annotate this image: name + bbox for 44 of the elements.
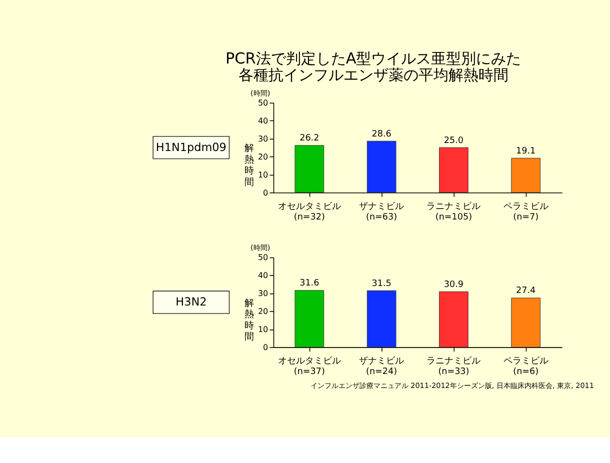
y-tick-label: 20: [258, 307, 268, 316]
x-tick-label: ラニナミビル (n=33): [426, 356, 481, 378]
y-tick-label: 10: [258, 170, 268, 180]
y-tick-label: 30: [258, 289, 268, 298]
bar: [366, 290, 396, 348]
y-tick-label: 20: [258, 152, 268, 162]
bar: [511, 298, 541, 348]
x-tick-label: ザナミビル (n=24): [359, 356, 404, 378]
bar: [511, 158, 541, 193]
text: H1N1pdm09: [156, 140, 226, 154]
data-label: 19.1: [516, 146, 536, 156]
text: (時間): [250, 243, 270, 252]
y-tick-label: 40: [258, 116, 268, 126]
y-tick-label: 50: [258, 253, 268, 262]
data-label: 26.2: [300, 134, 320, 144]
data-label: 30.9: [444, 280, 464, 290]
x-tick-label: オセルタミビル (n=32): [278, 200, 341, 222]
y-tick-label: 30: [258, 134, 268, 144]
data-label: 25.0: [444, 136, 464, 146]
text: (時間): [250, 88, 270, 98]
chart-title: PCR法で判定したA型ウイルス亜型別にみた各種抗インフルエンザ薬の平均解熱時間: [225, 49, 522, 84]
x-tick-label: ペラミビル (n=7): [503, 200, 548, 222]
y-tick-label: 0: [263, 188, 268, 198]
y-axis-title: 解熱時間: [244, 143, 255, 188]
y-tick-label: 50: [258, 98, 268, 108]
y-tick-label: 40: [258, 271, 268, 280]
data-label: 27.4: [516, 286, 536, 296]
bar: [366, 140, 396, 193]
x-tick-label: ザナミビル (n=63): [359, 200, 404, 222]
data-label: 31.5: [372, 278, 392, 289]
bar: [294, 145, 324, 193]
y-axis-title: 解熱時間: [244, 298, 255, 343]
bar: [439, 147, 468, 193]
data-label: 31.6: [300, 278, 320, 289]
bar: [294, 290, 324, 348]
x-tick-label: オセルタミビル (n=37): [278, 356, 341, 378]
y-tick-label: 10: [258, 325, 268, 334]
y-tick-label: 0: [263, 342, 268, 352]
x-tick-label: ラニナミビル (n=105): [426, 200, 481, 222]
x-tick-label: ペラミビル (n=6): [503, 356, 548, 378]
text: インフルエンザ診療マニュアル 2011-2012年シーズン版, 日本臨床内科医会, 東京, 2011: [310, 381, 594, 390]
text: H3N2: [176, 295, 207, 308]
bar: [439, 291, 468, 348]
data-label: 28.6: [372, 129, 392, 140]
